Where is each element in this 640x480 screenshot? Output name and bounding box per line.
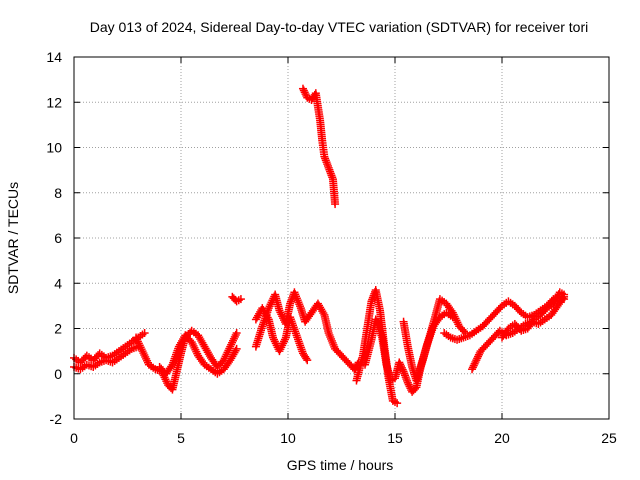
data-point-fill xyxy=(397,363,406,372)
data-point-fill xyxy=(404,380,413,389)
x-tick-label: 10 xyxy=(280,430,296,446)
data-point-fill xyxy=(396,362,405,371)
series-trace-g xyxy=(251,304,312,365)
data-point-fill xyxy=(302,354,311,363)
data-point xyxy=(232,329,241,338)
series-trace-d xyxy=(155,331,241,378)
data-point-fill xyxy=(300,88,309,97)
data-point-fill xyxy=(468,363,477,372)
data-point xyxy=(331,200,340,209)
data-point-fill xyxy=(299,86,308,95)
y-tick-label: 2 xyxy=(54,321,62,337)
y-tick-label: 8 xyxy=(54,185,62,201)
x-tick-label: 5 xyxy=(177,430,185,446)
data-point-fill xyxy=(471,357,480,366)
data-point-fill xyxy=(231,346,240,355)
series-trace-e xyxy=(228,292,245,306)
data-point-fill xyxy=(473,354,482,363)
y-tick-label: 4 xyxy=(54,275,62,291)
y-tick-label: 12 xyxy=(46,94,62,110)
data-point xyxy=(395,358,404,367)
data-point xyxy=(403,378,412,387)
x-tick-label: 0 xyxy=(70,430,78,446)
data-point-fill xyxy=(263,313,272,322)
chart-title: Day 013 of 2024, Sidereal Day-to-day VTE… xyxy=(90,19,589,35)
y-tick-label: 6 xyxy=(54,230,62,246)
x-tick-label: 15 xyxy=(387,430,403,446)
series-trace-f xyxy=(251,288,363,374)
series-trace-k xyxy=(399,295,470,385)
data-point-fill xyxy=(410,384,419,393)
data-point xyxy=(560,290,569,299)
y-axis-label: SDTVAR / TECUs xyxy=(5,182,21,294)
data-point-fill xyxy=(474,350,483,359)
data-point xyxy=(140,329,149,338)
data-point xyxy=(298,84,307,93)
data-layer xyxy=(70,84,569,408)
y-tick-label: 14 xyxy=(46,49,62,65)
series-trace-h xyxy=(298,84,340,209)
y-tick-label: 0 xyxy=(54,366,62,382)
y-tick-label: 10 xyxy=(46,140,62,156)
x-axis-label: GPS time / hours xyxy=(287,457,394,473)
series-trace-m xyxy=(468,292,569,374)
data-point-fill xyxy=(405,382,414,391)
data-point xyxy=(468,365,477,374)
data-point-fill xyxy=(474,352,483,361)
data-point xyxy=(303,356,312,365)
data-point-fill xyxy=(396,360,405,369)
x-tick-label: 20 xyxy=(494,430,510,446)
x-tick-label: 25 xyxy=(601,430,617,446)
data-point xyxy=(232,344,241,353)
data-point-fill xyxy=(398,365,407,374)
grid-layer xyxy=(74,57,609,419)
data-point-fill xyxy=(301,90,310,99)
data-point xyxy=(393,399,402,408)
tick-layer: 0 5 10 15 20 25 -2 0 2 4 6 8 10 12 14 xyxy=(46,49,617,446)
data-point-fill xyxy=(469,361,478,370)
data-point-fill xyxy=(319,309,328,318)
y-tick-label: -2 xyxy=(50,411,63,427)
data-point xyxy=(236,295,245,304)
series-trace-n xyxy=(498,288,569,342)
data-point xyxy=(472,356,481,365)
data-point-fill xyxy=(470,359,479,368)
